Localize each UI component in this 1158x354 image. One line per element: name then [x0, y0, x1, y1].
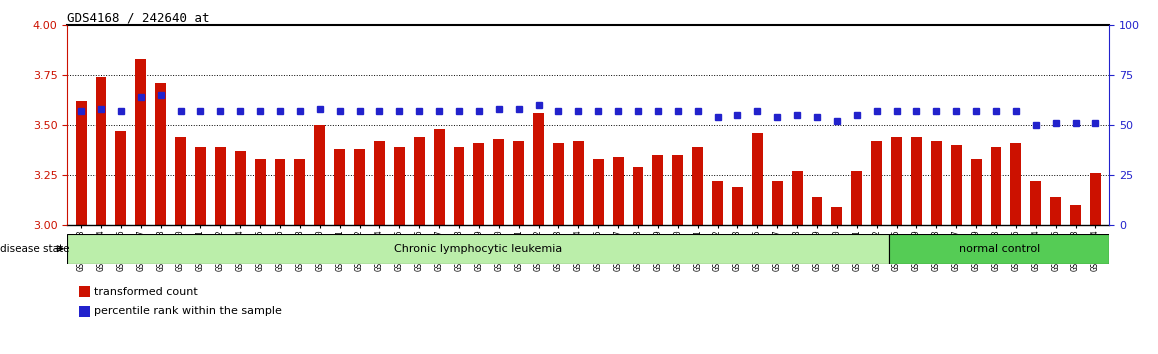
- Bar: [613, 157, 623, 225]
- Bar: [652, 155, 664, 225]
- Bar: [314, 125, 325, 225]
- Bar: [911, 137, 922, 225]
- Bar: [554, 143, 564, 225]
- Text: GDS4168 / 242640_at: GDS4168 / 242640_at: [67, 11, 210, 24]
- Bar: [413, 137, 425, 225]
- Text: transformed count: transformed count: [94, 287, 198, 297]
- Bar: [95, 77, 107, 225]
- Bar: [931, 141, 941, 225]
- Bar: [394, 147, 405, 225]
- Bar: [831, 207, 842, 225]
- Bar: [712, 181, 723, 225]
- Bar: [891, 137, 902, 225]
- Text: Chronic lymphocytic leukemia: Chronic lymphocytic leukemia: [394, 244, 562, 254]
- Bar: [812, 197, 822, 225]
- Bar: [889, 234, 1109, 264]
- Bar: [970, 159, 982, 225]
- Bar: [990, 147, 1002, 225]
- Bar: [215, 147, 226, 225]
- Bar: [732, 187, 743, 225]
- Bar: [235, 151, 245, 225]
- Bar: [493, 139, 504, 225]
- Bar: [951, 145, 961, 225]
- Bar: [593, 159, 603, 225]
- Bar: [175, 137, 186, 225]
- Bar: [632, 167, 644, 225]
- Bar: [851, 171, 863, 225]
- Bar: [771, 181, 783, 225]
- Bar: [1050, 197, 1061, 225]
- Bar: [1011, 143, 1021, 225]
- Text: disease state: disease state: [0, 244, 69, 254]
- Bar: [513, 141, 525, 225]
- Bar: [75, 101, 87, 225]
- Bar: [255, 159, 265, 225]
- Bar: [155, 83, 166, 225]
- Bar: [274, 159, 286, 225]
- Bar: [752, 133, 763, 225]
- Bar: [374, 141, 384, 225]
- Bar: [335, 149, 345, 225]
- Bar: [871, 141, 882, 225]
- Bar: [1070, 205, 1082, 225]
- Bar: [195, 147, 206, 225]
- Bar: [673, 155, 683, 225]
- Bar: [1031, 181, 1041, 225]
- Bar: [1090, 173, 1101, 225]
- Bar: [354, 149, 365, 225]
- Text: normal control: normal control: [959, 244, 1040, 254]
- Text: percentile rank within the sample: percentile rank within the sample: [94, 306, 281, 316]
- Bar: [116, 131, 126, 225]
- Bar: [474, 143, 484, 225]
- Bar: [135, 59, 146, 225]
- Bar: [433, 129, 445, 225]
- Bar: [692, 147, 703, 225]
- Bar: [294, 159, 306, 225]
- Bar: [792, 171, 802, 225]
- Bar: [67, 234, 889, 264]
- Bar: [454, 147, 464, 225]
- Bar: [573, 141, 584, 225]
- Bar: [533, 113, 544, 225]
